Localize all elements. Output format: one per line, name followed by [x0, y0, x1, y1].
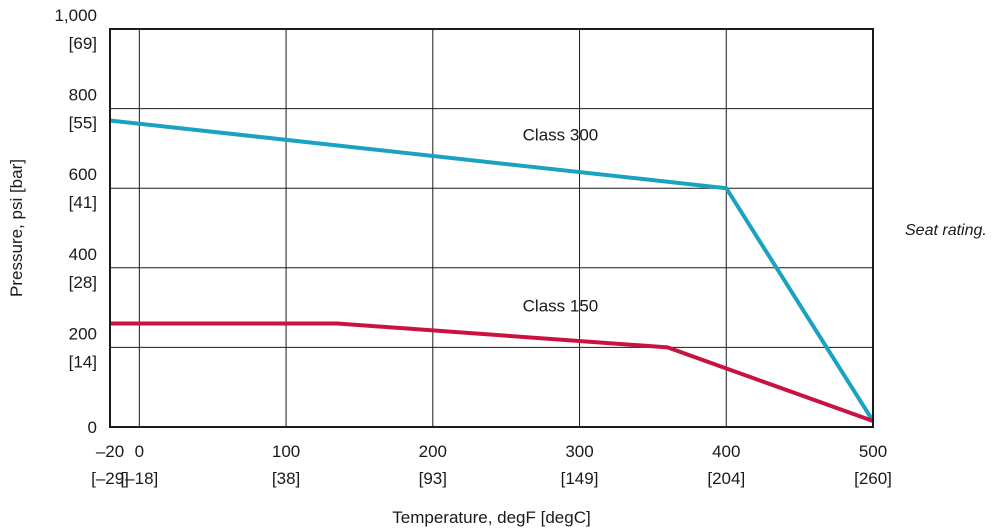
- x-tick-sublabel: [–29]: [91, 469, 129, 488]
- series-lines: [109, 118, 875, 423]
- y-tick-label: 0: [88, 418, 97, 437]
- y-tick-sublabel: [14]: [69, 352, 97, 371]
- y-tick-sublabel: [55]: [69, 114, 97, 133]
- x-tick-sublabel: [260]: [854, 469, 892, 488]
- x-tick-label: 0: [135, 442, 144, 461]
- y-tick-sublabel: [69]: [69, 34, 97, 53]
- series-labels: Class 300 Class 150: [523, 125, 599, 315]
- class-300-line: [109, 118, 875, 423]
- class-300-label: Class 300: [523, 125, 599, 144]
- x-tick-label: 400: [712, 442, 740, 461]
- y-tick-label: 600: [69, 165, 97, 184]
- x-tick-sublabel: [149]: [561, 469, 599, 488]
- x-tick-label: 100: [272, 442, 300, 461]
- tick-labels: –20 [–29] 0 [–18] 100 [38] 200 [93] 300 [149] 400 […: [54, 6, 891, 488]
- y-tick-label: 200: [69, 324, 97, 343]
- y-tick-sublabel: [41]: [69, 193, 97, 212]
- y-tick-label: 1,000: [54, 6, 97, 25]
- x-tick-sublabel: [38]: [272, 469, 300, 488]
- y-tick-label: 400: [69, 245, 97, 264]
- x-tick-sublabel: [204]: [707, 469, 745, 488]
- x-axis-title: Temperature, degF [degC]: [392, 508, 590, 527]
- x-tick-label: 500: [859, 442, 887, 461]
- y-tick-sublabel: [28]: [69, 273, 97, 292]
- x-tick-label: 300: [565, 442, 593, 461]
- class-150-line: [110, 321, 874, 423]
- x-tick-sublabel: [–18]: [120, 469, 158, 488]
- x-tick-label: 200: [419, 442, 447, 461]
- class-150-label: Class 150: [523, 297, 599, 316]
- y-tick-label: 800: [69, 86, 97, 105]
- plot-frame: [109, 28, 874, 428]
- x-tick-sublabel: [93]: [419, 469, 447, 488]
- grid-lines: [110, 29, 873, 427]
- figure-caption: Seat rating.: [905, 222, 987, 239]
- x-tick-label: –20: [96, 442, 124, 461]
- y-axis-title: Pressure, psi [bar]: [7, 159, 26, 297]
